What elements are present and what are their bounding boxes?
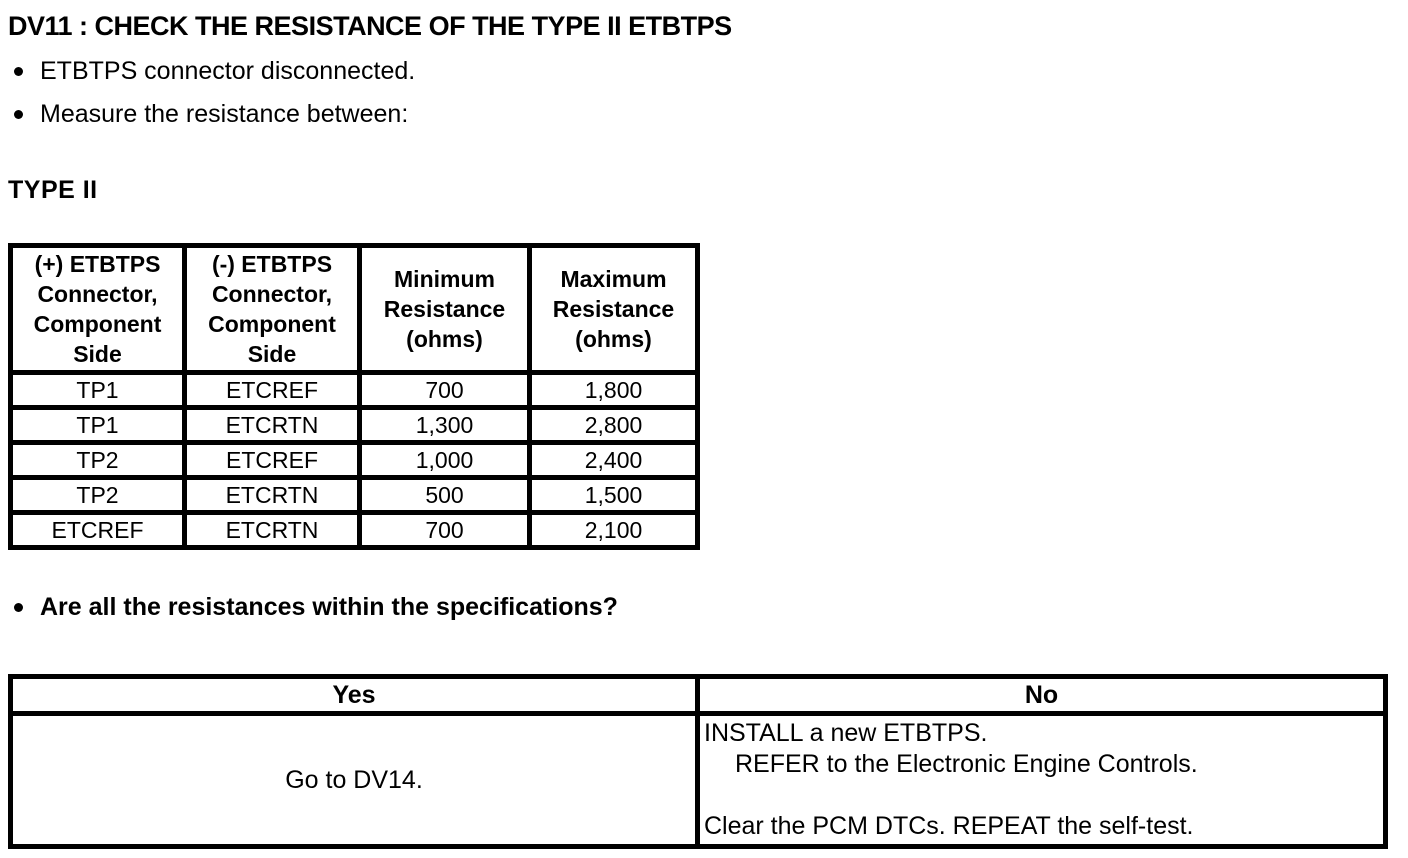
cell-negative-pin: ETCRTN (182, 405, 362, 445)
bullet-item-connector-disconnected: ETBTPS connector disconnected. (14, 56, 1408, 86)
bullet-text: ETBTPS connector disconnected. (40, 57, 416, 85)
header-line: Side (73, 341, 122, 367)
cell-max-ohms: 2,800 (527, 405, 700, 445)
cell-max-ohms: 1,500 (527, 475, 700, 515)
header-line: (-) ETBTPS (211, 251, 333, 277)
bullet-item-question: Are all the resistances within the speci… (14, 592, 1408, 622)
header-line: Maximum (560, 266, 667, 292)
cell-positive-pin: ETCREF (8, 510, 187, 550)
bullet-text: Measure the resistance between: (40, 100, 409, 128)
header-line: Component (33, 311, 162, 337)
cell-max-ohms: 2,400 (527, 440, 700, 480)
cell-negative-pin: ETCRTN (182, 475, 362, 515)
decision-table: Yes No Go to DV14. INSTALL a new ETBTPS.… (8, 674, 1388, 849)
cell-max-ohms: 1,800 (527, 370, 700, 410)
no-action-line-blank (704, 780, 1383, 811)
no-column-header: No (695, 674, 1388, 716)
header-line: Connector, (37, 281, 158, 307)
cell-min-ohms: 700 (357, 370, 532, 410)
no-action-line: INSTALL a new ETBTPS. (704, 719, 988, 747)
no-action-line: Clear the PCM DTCs. REPEAT the self-test… (704, 812, 1194, 840)
cell-negative-pin: ETCREF (182, 370, 362, 410)
cell-positive-pin: TP1 (8, 405, 187, 445)
bullet-list: ETBTPS connector disconnected. Measure t… (8, 56, 1408, 129)
question-text: Are all the resistances within the speci… (40, 593, 618, 621)
table-row: TP1 ETCRTN 1,300 2,800 (8, 405, 700, 445)
header-line: Component (208, 311, 336, 337)
cell-positive-pin: TP2 (8, 440, 187, 480)
page-title: DV11 : CHECK THE RESISTANCE OF THE TYPE … (8, 11, 732, 41)
cell-max-ohms: 2,100 (527, 510, 700, 550)
bullet-icon (14, 110, 23, 119)
no-action-line: REFER to the Electronic Engine Controls. (735, 750, 1198, 778)
table-row: ETCREF ETCRTN 700 2,100 (8, 510, 700, 550)
column-header-negative-connector: (-) ETBTPS Connector, Component Side (182, 243, 362, 375)
cell-min-ohms: 1,300 (357, 405, 532, 445)
column-header-min-resistance: Minimum Resistance (ohms) (357, 243, 532, 375)
column-header-max-resistance: Maximum Resistance (ohms) (527, 243, 700, 375)
yes-column-header: Yes (8, 674, 700, 716)
bullet-item-measure-resistance: Measure the resistance between: (14, 99, 1408, 129)
cell-positive-pin: TP1 (8, 370, 187, 410)
table-row: TP2 ETCRTN 500 1,500 (8, 475, 700, 515)
header-line: (ohms) (406, 326, 483, 352)
header-line: Connector, (211, 281, 333, 307)
cell-negative-pin: ETCREF (182, 440, 362, 480)
cell-min-ohms: 1,000 (357, 440, 532, 480)
cell-min-ohms: 700 (357, 510, 532, 550)
header-line: Resistance (552, 296, 675, 322)
resistance-spec-table: (+) ETBTPS Connector, Component Side (-)… (8, 243, 700, 550)
header-line: Resistance (383, 296, 506, 322)
decision-body-row: Go to DV14. INSTALL a new ETBTPS. REFER … (8, 711, 1388, 849)
header-line: Side (247, 341, 297, 367)
table-row: TP1 ETCREF 700 1,800 (8, 370, 700, 410)
section-label-type-ii: TYPE II (8, 176, 98, 204)
yes-action-cell: Go to DV14. (8, 711, 700, 849)
cell-positive-pin: TP2 (8, 475, 187, 515)
header-line: (+) ETBTPS (34, 251, 161, 277)
bullet-icon (14, 67, 23, 76)
spec-header-row: (+) ETBTPS Connector, Component Side (-)… (8, 243, 700, 375)
decision-header-row: Yes No (8, 674, 1388, 716)
header-line: (ohms) (575, 326, 652, 352)
no-action-cell: INSTALL a new ETBTPS. REFER to the Elect… (695, 711, 1388, 849)
table-row: TP2 ETCREF 1,000 2,400 (8, 440, 700, 480)
header-line: Minimum (394, 266, 495, 292)
cell-negative-pin: ETCRTN (182, 510, 362, 550)
column-header-positive-connector: (+) ETBTPS Connector, Component Side (8, 243, 187, 375)
bullet-icon (14, 603, 23, 612)
cell-min-ohms: 500 (357, 475, 532, 515)
